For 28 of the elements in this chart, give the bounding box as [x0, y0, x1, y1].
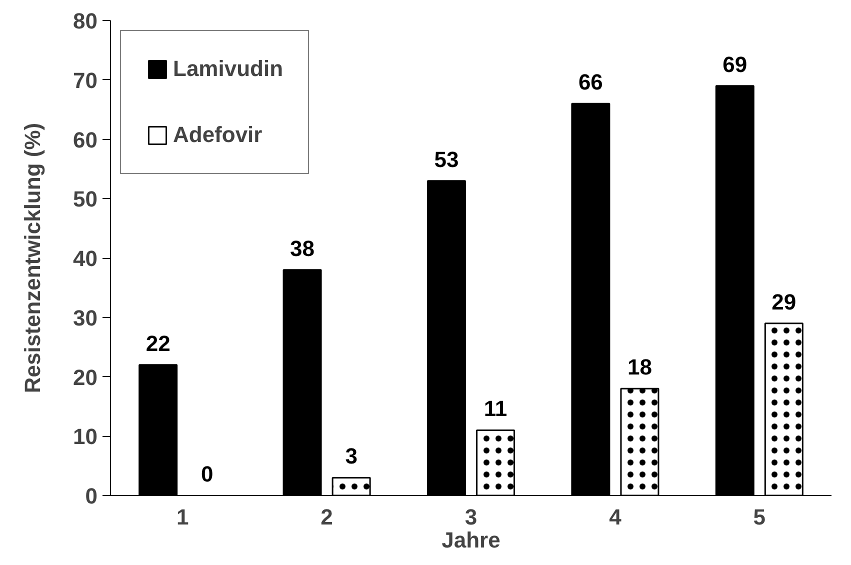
data-label: 22 [146, 330, 170, 356]
y-tick-label: 40 [73, 246, 98, 271]
data-label: 66 [578, 70, 603, 95]
y-tick-label: 30 [73, 305, 98, 330]
y-tick-label: 0 [85, 484, 98, 508]
y-tick-label: 60 [73, 127, 98, 152]
y-tick-label: 70 [73, 68, 98, 93]
x-tick-label: 4 [609, 504, 622, 530]
data-label: 38 [290, 236, 315, 261]
y-tick-label: 10 [73, 424, 98, 450]
y-tick-label: 50 [73, 186, 98, 212]
data-label: 3 [345, 444, 358, 469]
data-label: 11 [484, 396, 508, 422]
data-label: 18 [627, 354, 652, 380]
x-tick-label: 3 [464, 504, 478, 530]
data-label: 0 [200, 462, 214, 486]
data-label: 69 [722, 52, 748, 77]
x-tick-label: 2 [320, 504, 333, 530]
y-tick-label: 80 [73, 8, 98, 34]
x-axis-title: Jahre [442, 528, 500, 552]
legend-label: Adefovir [173, 122, 262, 148]
y-tick-label: 20 [73, 364, 98, 390]
data-label: 53 [434, 146, 459, 172]
x-tick-label: 5 [753, 504, 766, 530]
legend-label: Lamivudin [173, 56, 284, 82]
y-axis-title: Resistenzentwicklung (%) [20, 122, 46, 394]
x-tick-label: 1 [176, 504, 189, 530]
data-label: 29 [772, 289, 796, 314]
